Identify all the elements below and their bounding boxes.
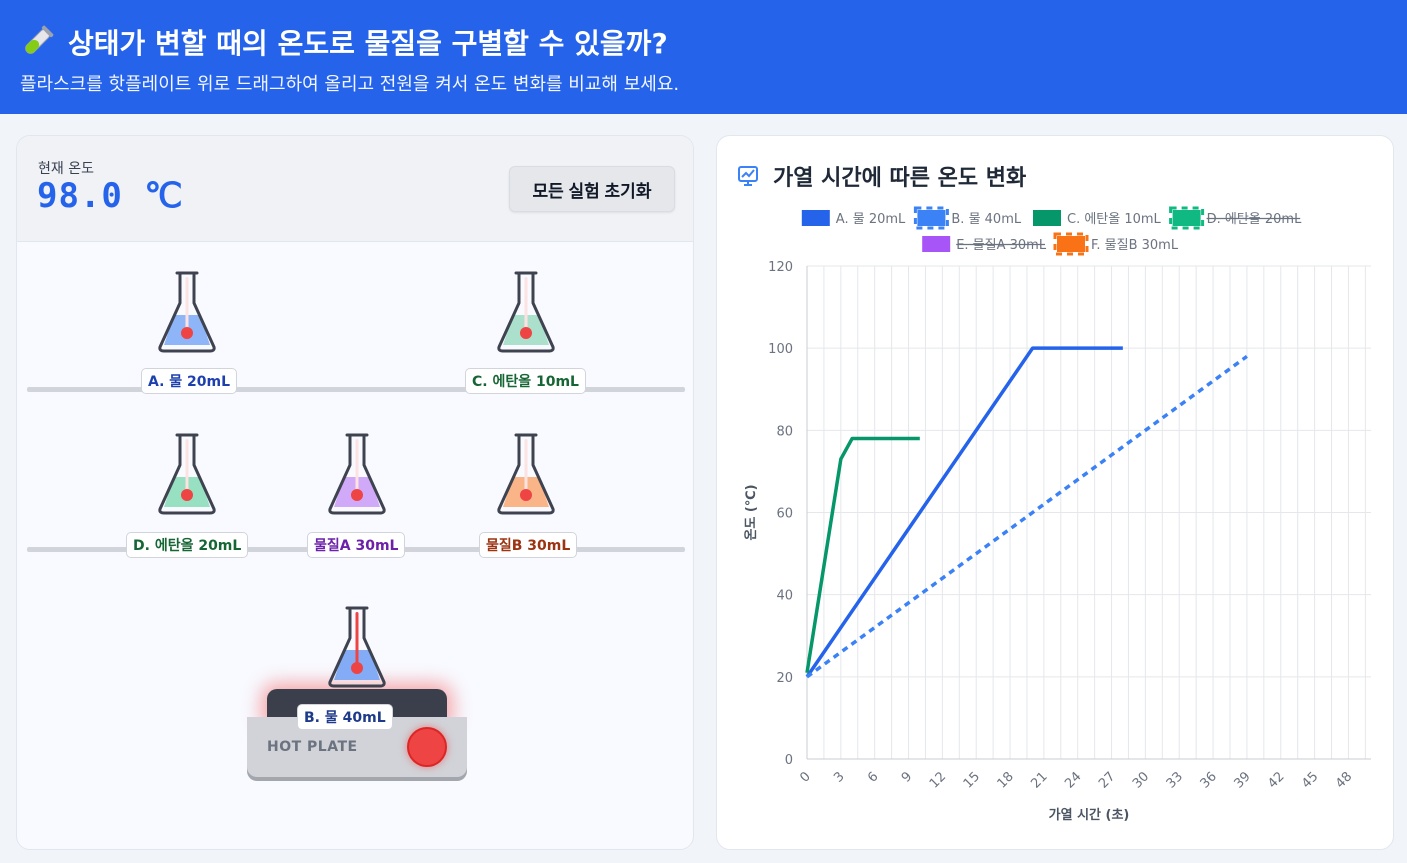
legend-label: B. 물 40mL — [951, 212, 1021, 227]
y-axis-label: 온도 (℃) — [744, 484, 759, 540]
page-header: 상태가 변할 때의 온도로 물질을 구별할 수 있을까? 플라스크를 핫플레이트… — [0, 0, 1407, 114]
status-bar: 현재 온도 98.0 ℃ 모든 실험 초기화 — [17, 136, 693, 242]
page-subtitle: 플라스크를 핫플레이트 위로 드래그하여 올리고 전원을 켜서 온도 변화를 비… — [20, 74, 680, 95]
series-line-0 — [805, 346, 1123, 678]
x-tick-label: 15 — [961, 769, 983, 791]
x-tick-label: 9 — [899, 769, 915, 785]
y-tick-label: 20 — [776, 671, 793, 686]
flask-label-b: B. 물 40mL — [297, 704, 393, 730]
flask-b[interactable] — [324, 602, 390, 690]
reset-all-button[interactable]: 모든 실험 초기화 — [509, 166, 675, 212]
flask-label-e: 물질A 30mL — [307, 532, 406, 558]
page-title: 상태가 변할 때의 온도로 물질을 구별할 수 있을까? — [68, 27, 668, 60]
x-tick-label: 21 — [1028, 769, 1050, 791]
flask-f[interactable] — [493, 429, 559, 517]
x-tick-label: 48 — [1333, 769, 1355, 791]
legend-item-3[interactable]: D. 에탄올 20mL — [1169, 206, 1302, 230]
y-tick-label: 80 — [776, 424, 793, 439]
series-line-2 — [805, 436, 920, 673]
x-tick-label: 12 — [927, 769, 949, 791]
legend-swatch-border — [913, 206, 949, 230]
legend-swatch-border — [1169, 206, 1205, 230]
x-tick-label: 33 — [1164, 769, 1186, 791]
x-tick-label: 27 — [1096, 769, 1118, 791]
lab-panel: 현재 온도 98.0 ℃ 모든 실험 초기화 A. 물 20mL C. 에탄올 1… — [16, 135, 694, 850]
chart-line-icon — [738, 166, 758, 186]
current-temp-value: 98.0 ℃ — [37, 176, 184, 216]
legend-item-2[interactable]: C. 에탄올 10mL — [1033, 210, 1162, 227]
legend-label: A. 물 20mL — [836, 212, 906, 227]
x-tick-label: 18 — [995, 769, 1017, 791]
page-title-row: 상태가 변할 때의 온도로 물질을 구별할 수 있을까? — [20, 22, 1387, 62]
shelf-top — [27, 387, 685, 392]
flask-a[interactable] — [154, 267, 220, 355]
legend-swatch — [1172, 210, 1201, 226]
legend-swatch — [1033, 210, 1061, 226]
chart-grid — [806, 265, 1371, 760]
legend-label: C. 에탄올 10mL — [1067, 212, 1162, 227]
flask-e[interactable] — [324, 429, 390, 517]
x-tick-label: 0 — [797, 769, 813, 785]
x-tick-label: 42 — [1265, 769, 1287, 791]
y-tick-label: 60 — [776, 507, 793, 522]
hot-plate: HOT PLATE — [247, 689, 467, 779]
x-tick-label: 3 — [831, 769, 847, 785]
flask-label-f: 물질B 30mL — [479, 532, 578, 558]
flask-label-d: D. 에탄올 20mL — [126, 532, 249, 558]
flask-label-a: A. 물 20mL — [141, 368, 238, 394]
chart-title-row: 가열 시간에 따른 온도 변화 — [737, 160, 1026, 192]
test-tube-icon — [25, 25, 54, 54]
x-tick-label: 36 — [1198, 769, 1220, 791]
flask-label-c: C. 에탄올 10mL — [465, 368, 586, 394]
flask-c[interactable] — [493, 267, 559, 355]
legend-label: D. 에탄올 20mL — [1207, 212, 1302, 227]
legend-label: E. 물질A 30mL — [956, 238, 1047, 253]
y-tick-label: 100 — [768, 342, 793, 357]
y-tick-label: 0 — [785, 753, 793, 768]
x-tick-label: 24 — [1062, 769, 1084, 791]
x-axis-label: 가열 시간 (초) — [1049, 807, 1130, 823]
x-tick-label: 30 — [1130, 769, 1152, 791]
x-tick-label: 39 — [1231, 769, 1253, 791]
legend-swatch — [922, 236, 951, 252]
hot-plate-label: HOT PLATE — [267, 739, 358, 755]
y-tick-label: 40 — [776, 589, 793, 604]
x-tick-label: 6 — [865, 769, 881, 785]
legend-item-5[interactable]: F. 물질B 30mL — [1053, 232, 1179, 256]
legend-swatch — [1057, 236, 1085, 252]
legend-label: F. 물질B 30mL — [1091, 238, 1179, 253]
power-button[interactable] — [407, 727, 447, 767]
series-line-1 — [805, 354, 1248, 679]
current-temp-label: 현재 온도 — [38, 161, 94, 177]
chart-panel: 가열 시간에 따른 온도 변화 0 20 40 60 80 100 120 0 3 6 9 12 15 1… — [716, 135, 1394, 850]
chart-title: 가열 시간에 따른 온도 변화 — [773, 166, 1027, 191]
y-tick-label: 120 — [768, 260, 793, 275]
flask-d[interactable] — [154, 429, 220, 517]
legend-item-4[interactable]: E. 물질A 30mL — [922, 236, 1047, 253]
legend-swatch — [917, 210, 946, 226]
legend-swatch — [801, 210, 830, 226]
x-tick-label: 45 — [1299, 769, 1321, 791]
legend-item-0[interactable]: A. 물 20mL — [801, 210, 906, 227]
legend-swatch-border — [1053, 232, 1089, 256]
legend-item-1[interactable]: B. 물 40mL — [913, 206, 1022, 230]
